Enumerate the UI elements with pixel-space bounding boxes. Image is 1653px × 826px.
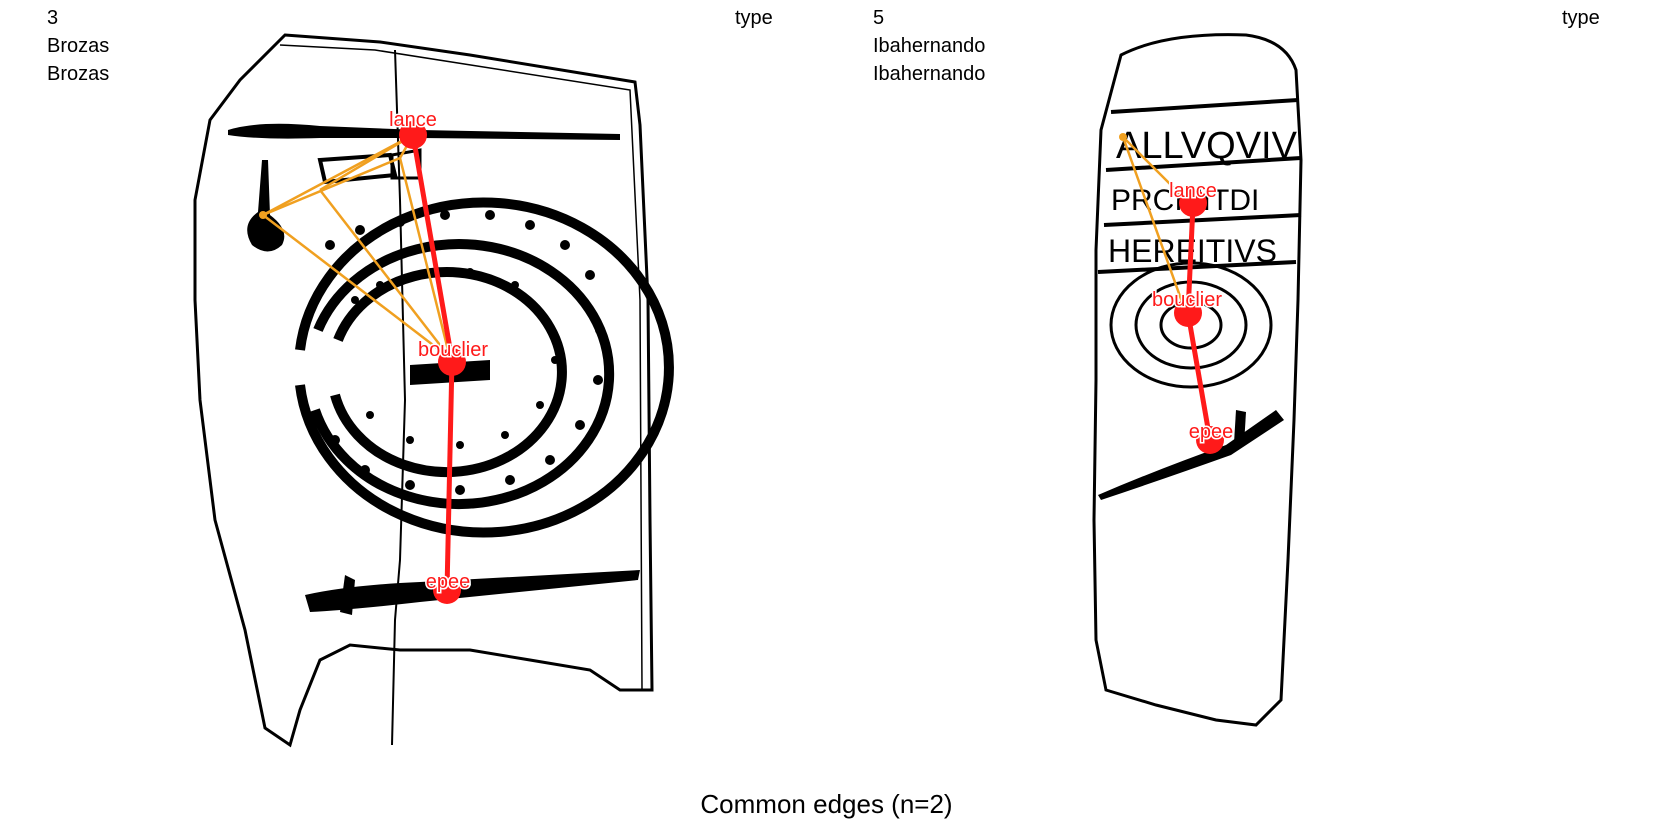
inscription-line-1: ALLVQVIV — [1116, 125, 1298, 167]
label-bouclier: bouclier — [418, 339, 488, 361]
panel-site: Ibahernando — [873, 63, 986, 85]
node-lance — [1179, 189, 1207, 217]
panel-header: 5 Ibahernando Ibahernando — [873, 4, 985, 88]
panel-id: 5 — [873, 7, 885, 29]
node-epee — [1196, 426, 1224, 454]
label-lance: lance — [389, 109, 437, 131]
common-edges — [410, 134, 455, 591]
stele-drawing-ibahernando: ALLVQVIV PRCIEITDI HEREITIVS lance boucl… — [1092, 33, 1303, 727]
node-bouclier — [438, 348, 466, 376]
node-epee — [433, 576, 461, 604]
other-edges — [262, 133, 452, 359]
label-lance: lance — [1169, 180, 1217, 202]
other-edges — [1121, 136, 1192, 314]
stele-drawing-brozas: lance bouclier epee — [193, 33, 674, 748]
figure-caption: Common edges (n=2) — [700, 789, 953, 819]
panel-brozas: 3 Brozas Brozas type — [0, 0, 826, 800]
label-epee: epee — [426, 571, 471, 593]
sword-figure — [305, 570, 640, 612]
stele-outline — [193, 33, 654, 748]
panel-name: Brozas — [47, 35, 110, 57]
label-bouclier: bouclier — [1152, 289, 1222, 311]
type-label: type — [735, 7, 773, 29]
node-lance — [399, 121, 427, 149]
crack-line — [391, 49, 407, 746]
stele-outline — [1092, 33, 1303, 727]
panel-id: 3 — [47, 7, 59, 29]
mirror-figure — [247, 160, 285, 252]
node-bouclier — [1174, 299, 1202, 327]
panel-header: 3 Brozas Brozas — [47, 4, 109, 88]
type-label: type — [1562, 7, 1600, 29]
panel-name: Ibahernando — [873, 35, 986, 57]
label-epee: epee — [1189, 421, 1234, 443]
panel-ibahernando: 5 Ibahernando Ibahernando type ALLVQVIV … — [826, 0, 1652, 800]
sword-figure — [1098, 410, 1284, 500]
common-edges — [1185, 204, 1213, 441]
panel-site: Brozas — [47, 63, 110, 85]
